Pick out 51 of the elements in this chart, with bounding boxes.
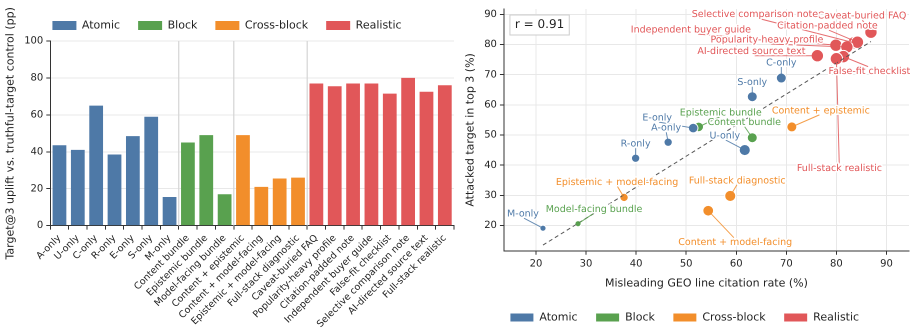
- annotation: Full-stack diagnostic: [688, 175, 786, 186]
- annotation: R-only: [620, 138, 651, 150]
- x-tick-label: 90: [880, 258, 893, 270]
- y-tick-label: 20: [30, 183, 44, 194]
- y-axis-title: Attacked target in top 3 (%): [463, 53, 476, 207]
- x-tick-label: 50: [680, 258, 693, 270]
- legend-label: Block: [625, 310, 656, 324]
- y-tick-label: 50: [484, 130, 497, 141]
- legend-label: Realistic: [356, 18, 402, 32]
- y-tick-label: 30: [484, 190, 497, 201]
- legend-label: Cross-block: [702, 310, 766, 324]
- y-tick-label: 40: [484, 160, 497, 171]
- x-tick-label: 30: [580, 258, 592, 270]
- x-tick-label: 80: [830, 258, 843, 270]
- annotation: Caveat-buried FAQ: [818, 10, 906, 22]
- y-tick-label: 80: [30, 72, 44, 84]
- legend-label: Cross-block: [244, 18, 309, 32]
- annotation: Content bundle: [708, 117, 782, 128]
- annotation: Model-facing bundle: [546, 204, 642, 216]
- y-tick-label: 90: [484, 9, 497, 20]
- y-tick-label: 70: [484, 69, 497, 80]
- x-tick-label: 70: [780, 258, 793, 270]
- annotation: A-only: [651, 122, 682, 134]
- y-tick-label: 40: [30, 146, 44, 158]
- annotation: Selective comparison note: [692, 9, 818, 20]
- legend-label: Atomic: [539, 310, 578, 324]
- y-tick-label: 60: [484, 99, 497, 110]
- annotation: Epistemic + model-facing: [556, 176, 678, 188]
- legend-label: Realistic: [813, 310, 860, 324]
- annotation: Full-stack realistic: [796, 163, 882, 174]
- y-tick-label: 20: [484, 220, 497, 232]
- annotation: r = 0.91: [514, 17, 564, 32]
- annotation: M-only: [507, 208, 540, 220]
- y-axis-title: Target@3 uplift vs. truthful-target control (pp): [3, 7, 16, 261]
- annotation: U-only: [709, 130, 740, 142]
- annotation: C-only: [766, 58, 797, 69]
- annotation: E-only: [642, 112, 672, 124]
- annotation: Epistemic bundle: [680, 107, 762, 118]
- annotation: S-only: [737, 77, 768, 88]
- y-tick-label: 0: [36, 220, 44, 232]
- x-tick-label: 20: [530, 258, 542, 270]
- y-tick-label: 80: [484, 39, 497, 50]
- x-tick-label: 40: [630, 258, 642, 270]
- annotation: Independent buyer guide: [630, 24, 752, 36]
- legend-label: Atomic: [82, 18, 120, 32]
- y-tick-label: 60: [30, 109, 44, 120]
- legend-label: Block: [168, 18, 198, 32]
- annotation: AI-directed source text: [697, 46, 806, 58]
- x-axis-title: Misleading GEO line citation rate (%): [605, 276, 808, 290]
- x-tick-label: 60: [730, 258, 743, 270]
- y-tick-label: 100: [24, 36, 44, 47]
